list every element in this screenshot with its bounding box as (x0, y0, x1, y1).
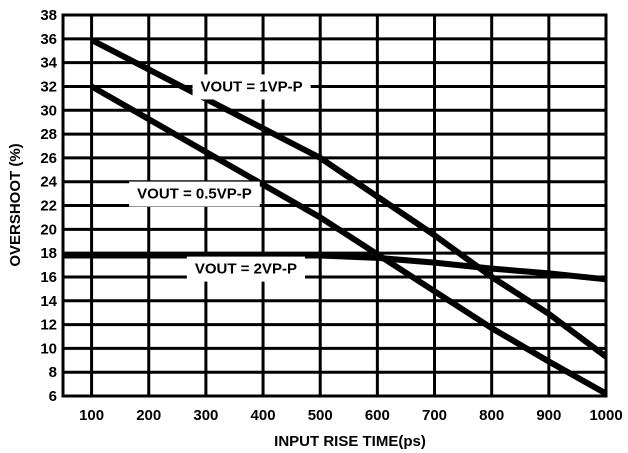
x-tick-label: 600 (365, 407, 390, 424)
series-label-1: VOUT = 0.5VP-P (129, 181, 260, 207)
y-tick-label: 24 (40, 174, 57, 191)
y-tick-label: 36 (40, 31, 57, 48)
y-tick-label: 6 (49, 388, 57, 405)
x-tick-labels: 100 200 300 400 500 600 700 800 900 1000 (79, 407, 623, 424)
x-tick-label: 500 (308, 407, 333, 424)
series-label-background (186, 256, 305, 282)
y-tick-label: 12 (40, 317, 57, 334)
x-tick-label: 400 (251, 407, 276, 424)
y-tick-label: 26 (40, 150, 57, 167)
y-tick-label: 38 (40, 7, 57, 24)
y-tick-label: 32 (40, 78, 57, 95)
series-label-0: VOUT = 1VP-P (192, 74, 311, 100)
plot-frame (61, 13, 608, 398)
series-label-text: VOUT = 2VP-P (195, 261, 297, 278)
x-tick-label: 900 (536, 407, 561, 424)
y-tick-label: 28 (40, 126, 57, 143)
y-tick-label: 20 (40, 221, 57, 238)
series-label-background (192, 74, 311, 100)
y-tick-label: 14 (40, 293, 57, 310)
y-tick-label: 10 (40, 340, 57, 357)
y-tick-label: 8 (49, 364, 57, 381)
y-tick-label: 34 (40, 55, 57, 72)
series-line-0 (90, 37, 608, 360)
series-label-2: VOUT = 2VP-P (186, 256, 305, 282)
series-line-2 (63, 252, 607, 283)
series-label-text: VOUT = 1VP-P (201, 78, 303, 95)
x-axis-title: INPUT RISE TIME(ps) (274, 433, 426, 450)
y-tick-label: 22 (40, 198, 57, 215)
y-tick-label: 30 (40, 102, 57, 119)
x-tick-label: 200 (136, 407, 161, 424)
y-tick-labels: 6 8 10 12 14 16 18 20 22 24 26 28 30 32 34 36 38 (40, 7, 57, 405)
x-tick-label: 800 (479, 407, 504, 424)
x-tick-label: 100 (79, 407, 104, 424)
series-label-text: VOUT = 0.5VP-P (137, 186, 252, 203)
y-tick-label: 16 (40, 269, 57, 286)
series-lines (63, 37, 608, 397)
y-axis-title: OVERSHOOT (%) (7, 143, 24, 266)
x-tick-label: 700 (422, 407, 447, 424)
x-tick-label: 1000 (589, 407, 622, 424)
x-tick-label: 300 (193, 407, 218, 424)
series-line-1 (90, 83, 608, 397)
y-tick-label: 18 (40, 245, 57, 262)
series-labels: VOUT = 1VP-P VOUT = 0.5VP-P VOUT = 2VP-P (129, 74, 311, 282)
series-label-background (129, 181, 260, 207)
